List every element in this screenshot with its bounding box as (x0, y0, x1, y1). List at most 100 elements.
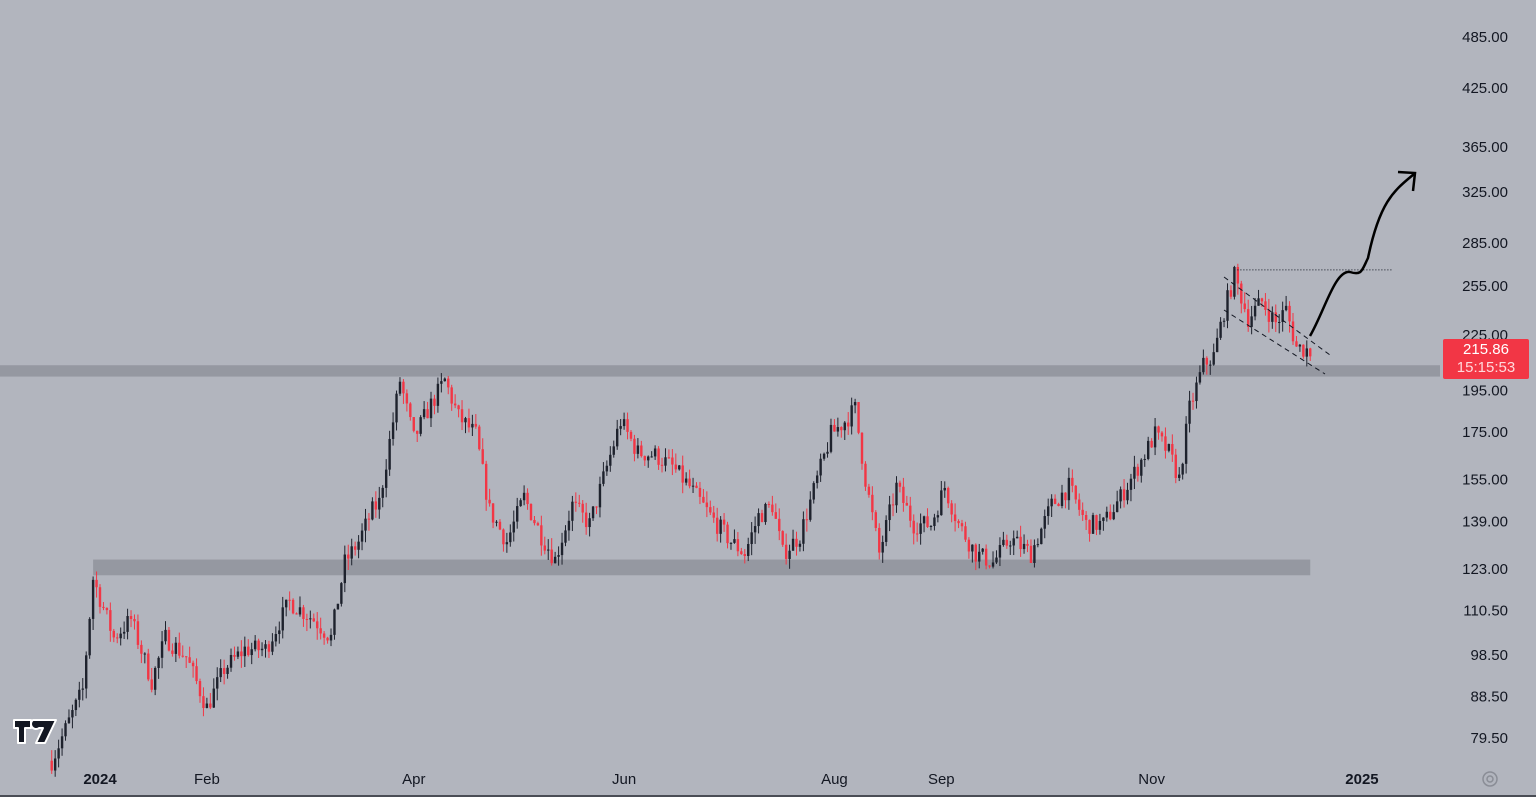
price-tick-label: 365.00 (1462, 139, 1508, 156)
candle-body (560, 542, 564, 556)
candle-body (291, 599, 295, 614)
candle-body (1053, 498, 1057, 504)
candle-body (781, 531, 784, 545)
candle (736, 532, 740, 557)
candle (305, 613, 309, 632)
annotations-layer (1223, 170, 1417, 375)
candle (247, 639, 250, 657)
candle-body (53, 758, 57, 771)
candle (847, 412, 850, 435)
candle-body (1064, 492, 1067, 501)
candle (698, 481, 702, 505)
candle (460, 400, 464, 431)
candle (1302, 344, 1305, 359)
time-axis[interactable]: 2024 Feb Apr Jun Aug Sep Nov 2025 (83, 771, 1378, 788)
candle-body (533, 519, 536, 524)
candle-body (1043, 516, 1046, 529)
candle (936, 510, 940, 523)
candle-body (529, 504, 533, 520)
candle-body (1015, 536, 1019, 539)
candle (253, 635, 257, 652)
candle (216, 667, 219, 701)
candle (226, 664, 229, 679)
candle (726, 521, 729, 549)
candle-body (557, 555, 560, 557)
settings-gear-icon[interactable] (1480, 769, 1500, 789)
candle-body (1226, 290, 1229, 321)
flag-lower-trendline (1223, 309, 1326, 375)
candle-body (540, 525, 543, 546)
candle-body (519, 500, 522, 507)
candle (971, 544, 974, 563)
candle (1281, 301, 1284, 332)
candle (564, 525, 567, 547)
candle-body (705, 502, 709, 508)
candle-body (281, 607, 284, 631)
candle-body (1150, 440, 1153, 448)
candle (729, 542, 733, 550)
candle (812, 481, 815, 504)
time-tick-label: Aug (821, 771, 848, 788)
candle-body (422, 409, 426, 418)
candle-body (960, 523, 964, 527)
candle-body (674, 464, 678, 470)
candle-body (712, 512, 715, 518)
candle-body (1198, 372, 1202, 383)
candle (267, 640, 271, 659)
time-tick-label: Apr (402, 771, 425, 788)
candle-body (109, 610, 112, 631)
candle-body (243, 646, 247, 657)
candle (1209, 360, 1212, 375)
candle (1060, 484, 1064, 509)
candle (764, 502, 767, 525)
candle (912, 514, 915, 545)
candle (284, 599, 288, 617)
candle-body (129, 616, 133, 620)
candle-body (85, 655, 88, 689)
candle-body (467, 418, 471, 428)
candle-body (384, 469, 388, 488)
candle-body (819, 458, 822, 476)
price-tick-label: 88.50 (1470, 689, 1508, 706)
price-axis[interactable]: 485.00425.00365.00325.00285.00255.00225.… (1462, 29, 1508, 747)
candle-body (626, 419, 629, 432)
candle-body (1012, 538, 1015, 546)
candle (719, 516, 722, 543)
tradingview-logo-icon[interactable] (13, 719, 57, 745)
candle (781, 530, 784, 547)
candle-body (1109, 511, 1112, 520)
candle-body (1184, 423, 1188, 464)
candle (236, 646, 240, 660)
candle (1184, 416, 1188, 474)
candle-body (843, 422, 846, 431)
time-tick-label: Sep (928, 771, 955, 788)
candle-body (695, 485, 698, 488)
candle-body (795, 538, 798, 547)
candle-body (526, 492, 529, 505)
candle (519, 498, 522, 507)
candle (843, 421, 846, 441)
candle (422, 401, 426, 420)
candle (864, 461, 867, 491)
candle (116, 633, 119, 644)
candle (202, 687, 205, 717)
candle-body (774, 512, 778, 519)
candle-body (822, 453, 826, 459)
candle (522, 485, 526, 506)
candle (153, 666, 157, 696)
candle (364, 508, 367, 543)
candle-body (188, 657, 191, 663)
candle-body (757, 513, 760, 527)
candle-body (1036, 544, 1040, 546)
candle (188, 646, 191, 664)
candle (50, 750, 53, 774)
candle-body (1122, 489, 1126, 501)
candle (895, 476, 898, 513)
candle (905, 495, 909, 506)
candle-body (274, 634, 278, 642)
candle (1246, 299, 1250, 332)
candle (926, 508, 929, 528)
candle (981, 548, 984, 555)
candle (1022, 534, 1026, 554)
